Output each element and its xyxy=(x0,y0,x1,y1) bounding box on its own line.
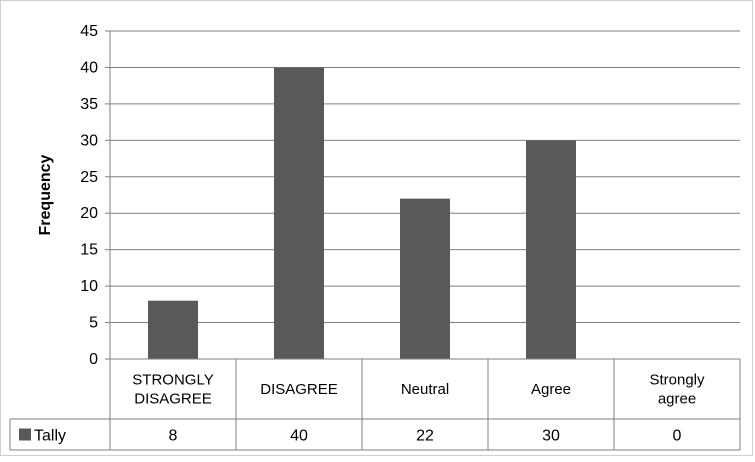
y-tick-label: 15 xyxy=(80,242,98,259)
x-category-label: agree xyxy=(658,391,696,408)
y-tick-label: 35 xyxy=(80,96,98,113)
data-table-value: 30 xyxy=(542,428,560,445)
data-table-value: 0 xyxy=(673,428,682,445)
x-category-label: Strongly xyxy=(649,372,705,389)
x-category-label: DISAGREE xyxy=(134,391,212,408)
y-tick-label: 40 xyxy=(80,59,98,76)
x-category-label: Neutral xyxy=(401,381,449,398)
y-tick-label: 20 xyxy=(80,205,98,222)
bar xyxy=(526,140,576,359)
data-table-value: 40 xyxy=(290,428,308,445)
y-axis-label: Frequency xyxy=(37,154,54,235)
bar xyxy=(148,300,198,359)
x-category-label: Agree xyxy=(531,381,571,398)
y-tick-label: 30 xyxy=(80,132,98,149)
legend-swatch xyxy=(19,428,31,441)
y-axis-ticks: 0 5 10 15 20 25 30 35 40 45 xyxy=(80,23,98,368)
bars xyxy=(148,67,576,359)
data-table-value: 8 xyxy=(169,428,178,445)
data-table-value: 22 xyxy=(416,428,434,445)
data-table: STRONGLY DISAGREE DISAGREE Neutral Agree Stro… xyxy=(9,358,741,451)
y-tick-label: 45 xyxy=(80,23,98,40)
y-tick-label: 5 xyxy=(89,315,98,332)
y-tick-label: 0 xyxy=(89,351,98,368)
x-category-label: STRONGLY xyxy=(132,372,213,389)
bar xyxy=(274,67,324,359)
y-tick-label: 25 xyxy=(80,169,98,186)
x-category-label: DISAGREE xyxy=(260,381,338,398)
y-tick-label: 10 xyxy=(80,278,98,295)
legend-series-name: Tally xyxy=(34,428,66,445)
bar xyxy=(400,198,450,359)
